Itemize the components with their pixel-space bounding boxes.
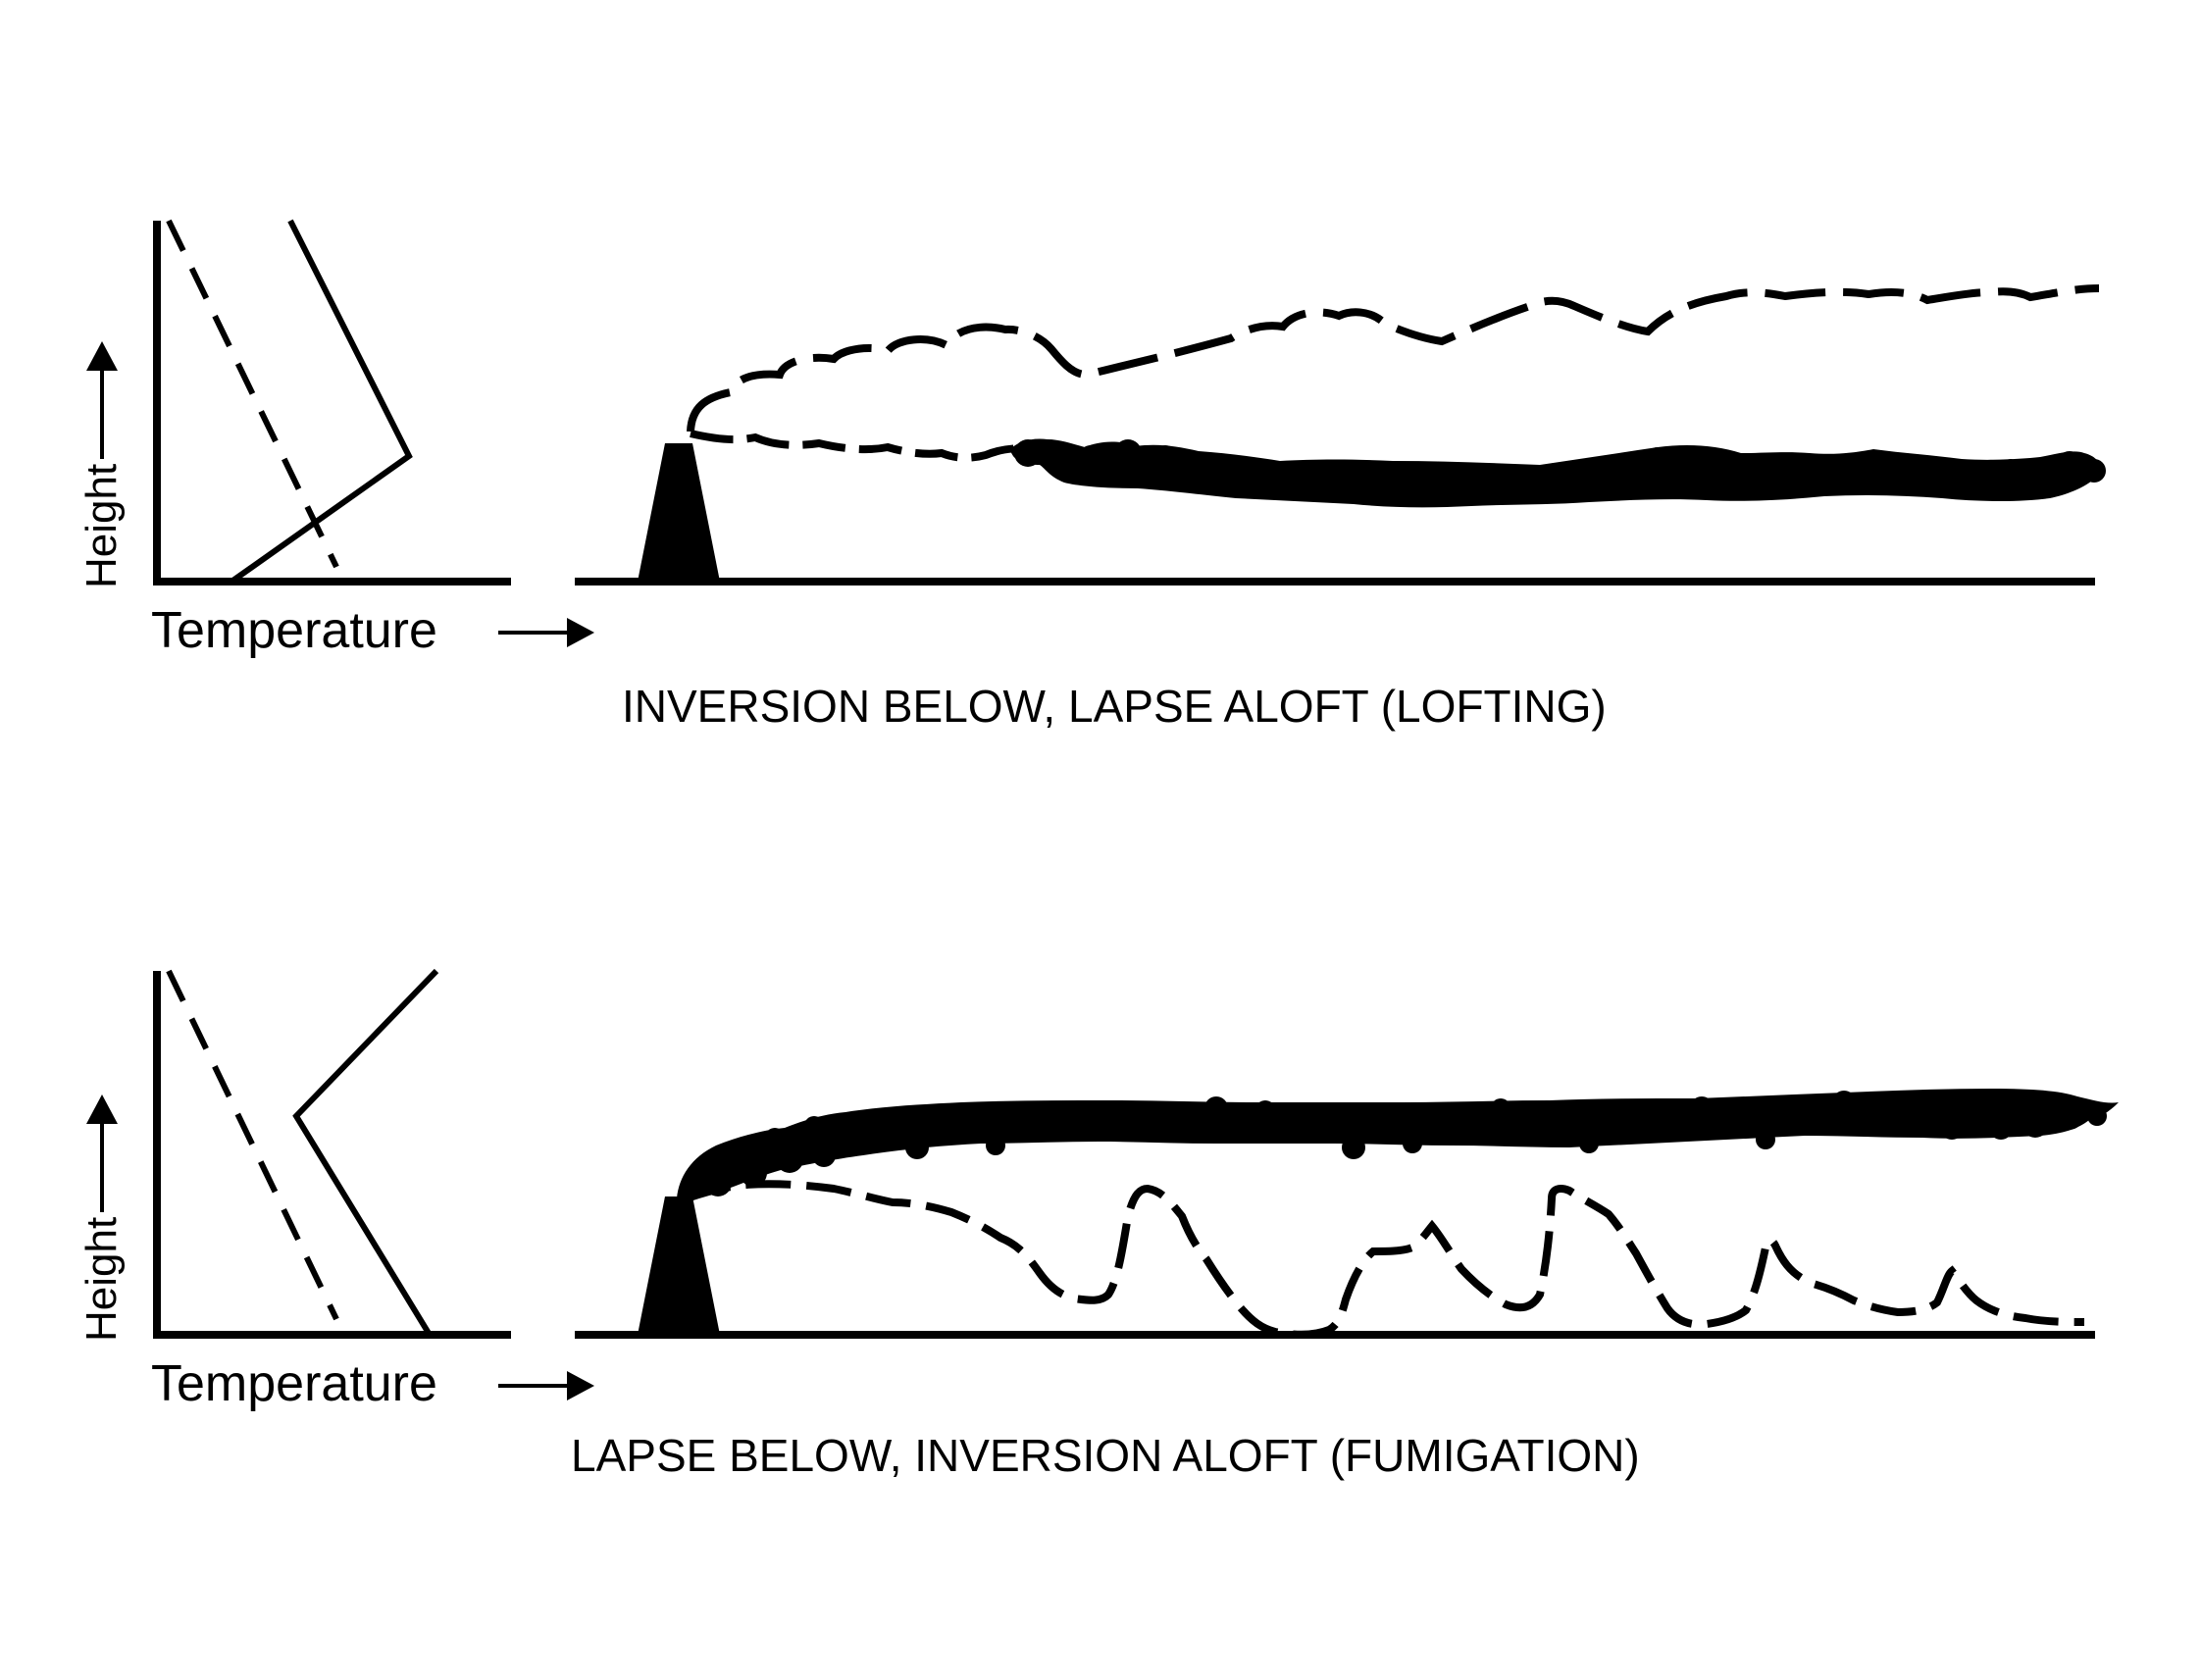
adiabatic-lapse-dashed-line <box>166 969 339 1321</box>
lofted-plume-outline <box>687 284 2100 462</box>
temperature-profile-graph-fumigation <box>153 968 511 1339</box>
temperature-axis-label-fumigation: Temperature <box>151 1355 437 1412</box>
height-axis-label-fumigation: Height <box>77 1095 126 1342</box>
caption-lofting: INVERSION BELOW, LAPSE ALOFT (LOFTING) <box>622 681 1607 732</box>
plume-bottom-edge <box>690 430 1031 462</box>
temperature-profile-line <box>230 219 413 585</box>
height-label-text: Height <box>77 464 126 588</box>
plume-top-edge <box>687 284 2100 433</box>
height-arrow-icon <box>86 1095 118 1124</box>
adiabatic-lapse-dashed-line <box>166 219 339 569</box>
smokestack-icon <box>638 443 720 582</box>
temperature-profile-graph-lofting <box>153 219 511 585</box>
fumigation-plume-outline <box>685 1180 2085 1339</box>
fumigation-dashed-edge <box>685 1180 2085 1339</box>
graph-axes <box>153 221 511 585</box>
caption-fumigation: LAPSE BELOW, INVERSION ALOFT (FUMIGATION… <box>571 1430 1640 1481</box>
temperature-profile-line <box>292 968 439 1337</box>
temperature-axis-label-lofting: Temperature <box>151 602 437 659</box>
graph-axes <box>153 971 511 1339</box>
height-axis-label-lofting: Height <box>77 341 126 588</box>
temperature-arrow-icon <box>567 1371 594 1400</box>
panel-fumigation: Height Temperature <box>77 968 2119 1481</box>
panel-lofting: Height Temperature <box>77 219 2106 732</box>
temperature-arrow-icon <box>567 618 594 647</box>
smokestack-icon <box>638 1196 720 1335</box>
height-arrow-icon <box>86 341 118 371</box>
dark-plume-fumigation <box>677 1089 2119 1199</box>
dark-plume-puffs-lofting <box>1014 439 2106 483</box>
height-label-text: Height <box>77 1217 126 1342</box>
